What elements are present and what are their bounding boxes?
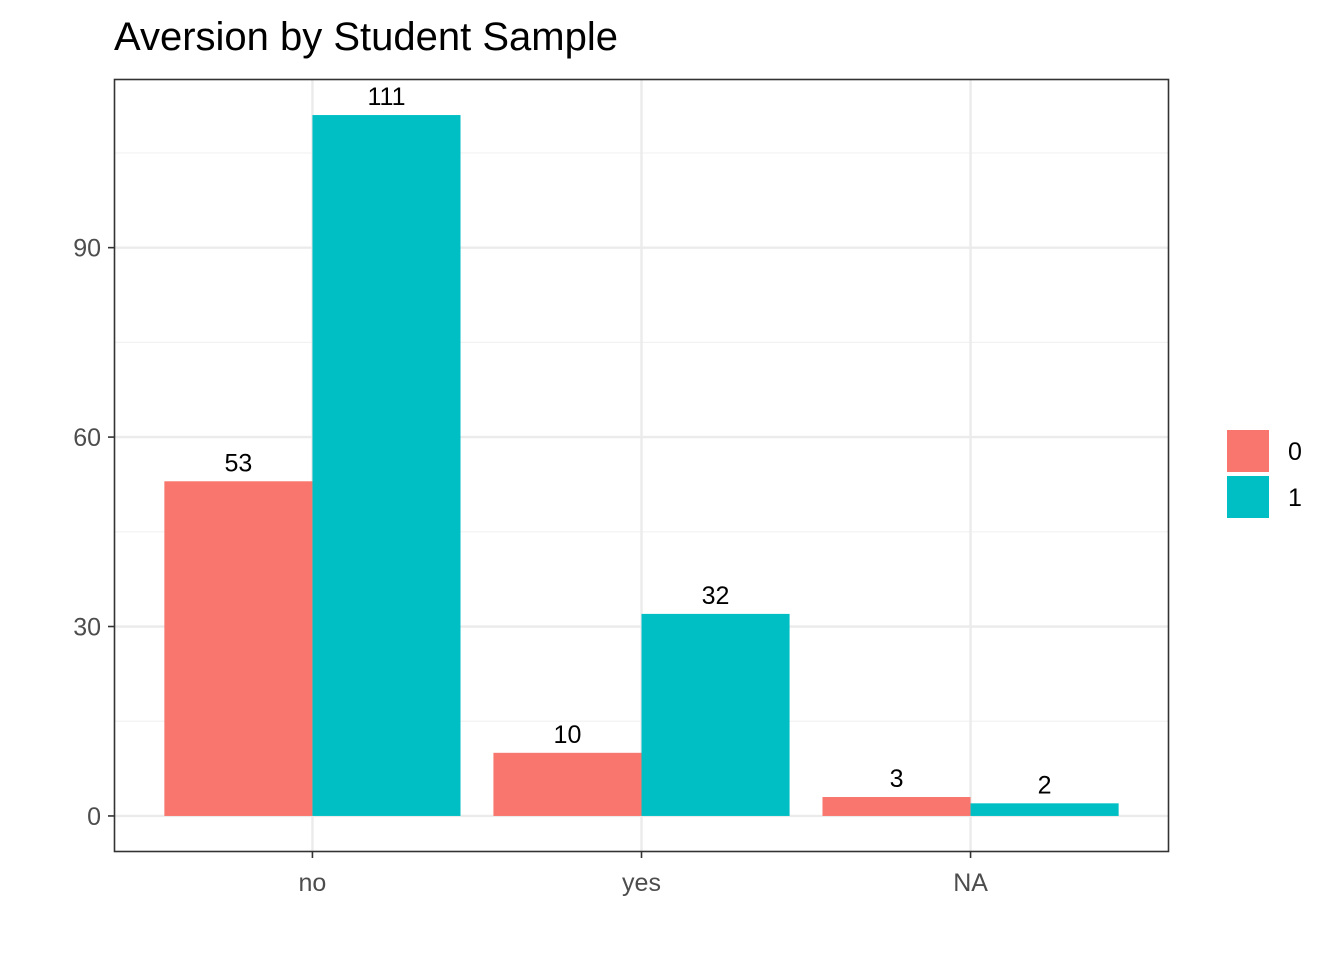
legend-key-1	[1227, 476, 1269, 518]
x-tick-label: no	[299, 869, 327, 897]
data-label: 2	[1038, 771, 1052, 799]
data-label: 3	[890, 765, 904, 793]
bar-series-0-yes	[493, 752, 642, 816]
bar-series-1-no	[312, 115, 461, 816]
data-labels: 53 10 3 111 32 2	[224, 83, 1051, 799]
data-label: 53	[224, 449, 252, 477]
x-tick-label: yes	[622, 869, 661, 897]
bar-series-1-NA	[970, 803, 1119, 816]
x-tick-label: NA	[953, 869, 988, 897]
axes: 0 30 60 90 no yes NA	[73, 235, 988, 897]
bars	[164, 115, 1119, 816]
data-label: 111	[367, 83, 405, 111]
data-label: 32	[702, 582, 730, 610]
bar-series-0-no	[164, 481, 313, 816]
bar-series-0-NA	[822, 797, 971, 816]
legend-label: 0	[1288, 438, 1302, 466]
y-tick-label: 30	[73, 614, 101, 642]
bar-series-1-yes	[641, 613, 790, 816]
legend-key-0	[1227, 430, 1269, 472]
y-tick-label: 90	[73, 235, 101, 263]
data-label: 10	[554, 721, 582, 749]
y-tick-label: 0	[87, 803, 101, 831]
legend-label: 1	[1288, 484, 1302, 512]
legend: 01	[1227, 430, 1302, 518]
y-tick-label: 60	[73, 424, 101, 452]
chart-title: Aversion by Student Sample	[114, 15, 618, 59]
